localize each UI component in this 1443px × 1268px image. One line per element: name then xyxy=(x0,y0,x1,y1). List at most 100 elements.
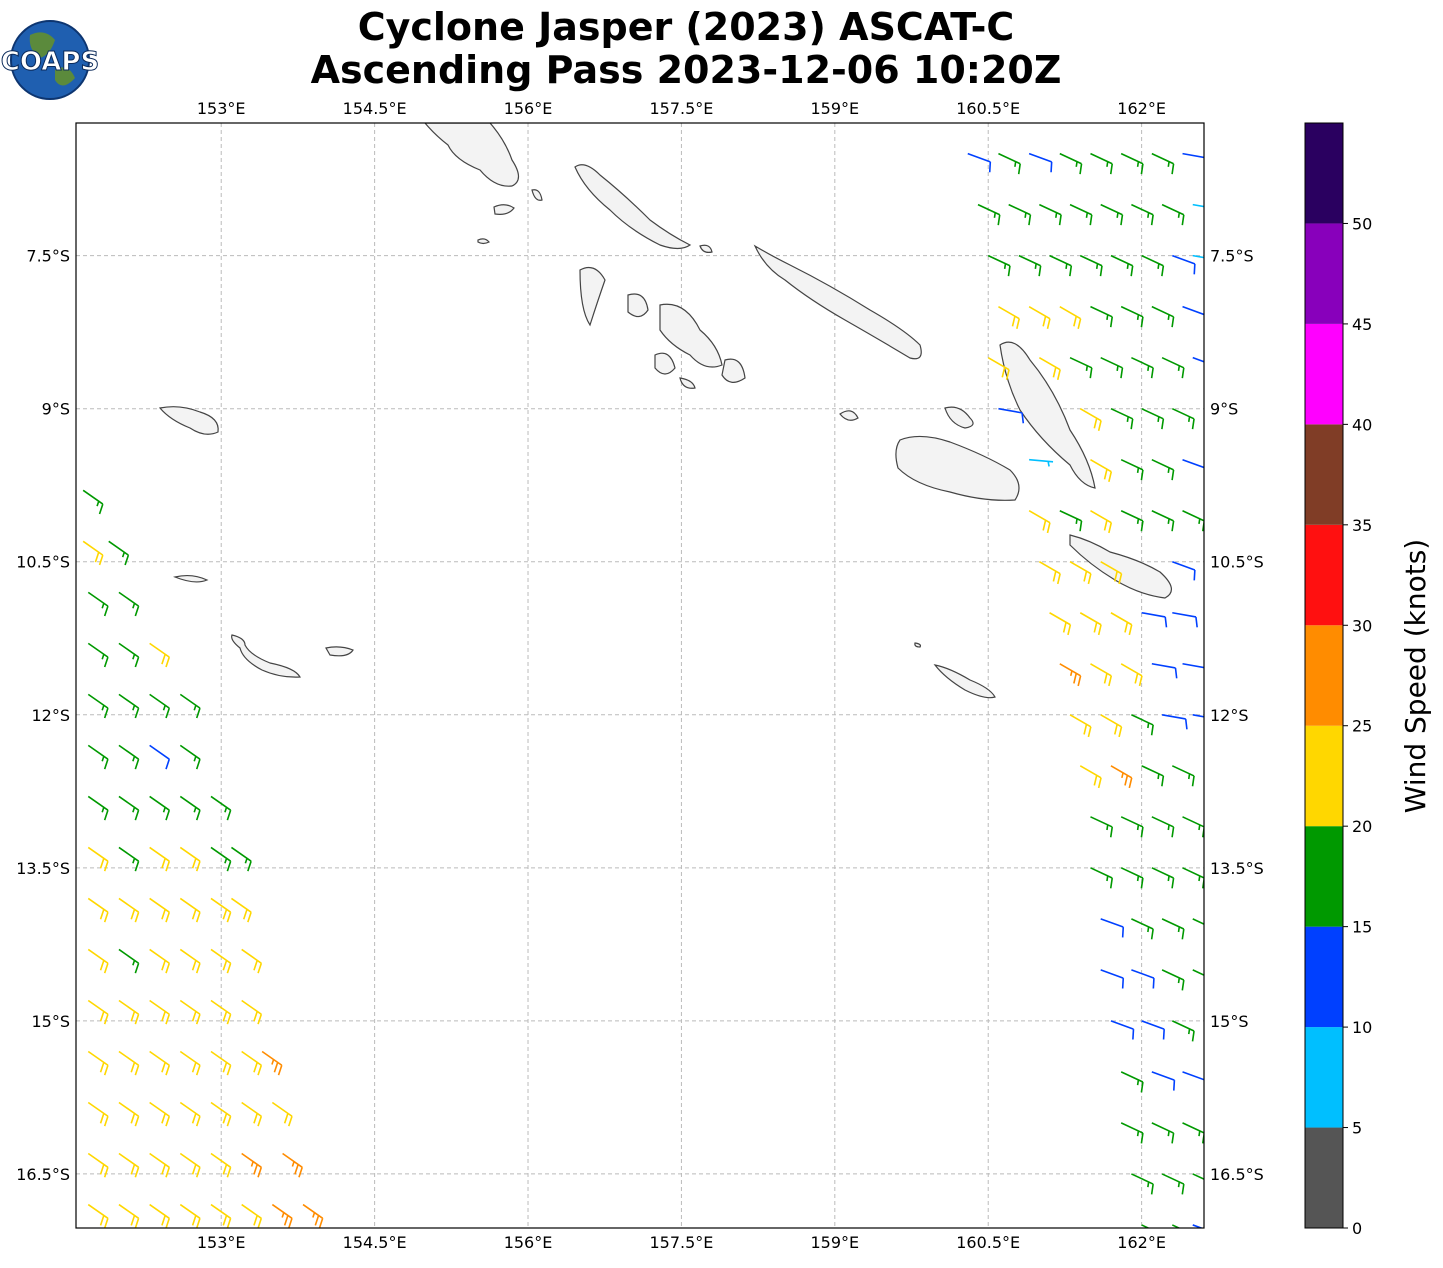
wind-barb xyxy=(1161,203,1185,226)
wind-barb xyxy=(1038,561,1061,585)
wind-barb xyxy=(1100,356,1124,379)
wind-barb xyxy=(149,897,171,923)
wind-barb xyxy=(179,693,201,719)
wind-barb xyxy=(1090,663,1113,687)
wind-barb xyxy=(1079,407,1102,432)
wind-barb xyxy=(1110,1020,1135,1040)
wind-barb xyxy=(241,999,263,1025)
wind-barb xyxy=(149,1101,171,1127)
wind-barb xyxy=(82,489,104,515)
colorbar-bin xyxy=(1305,323,1343,425)
colorbar-bin xyxy=(1305,1127,1343,1228)
colorbar: 0 5 10 15 20 25 30 35 40 45 50 xyxy=(1304,122,1372,1238)
lon-label: 159°E xyxy=(810,99,859,118)
lon-label: 156°E xyxy=(504,1233,553,1252)
wind-barb xyxy=(1182,867,1204,889)
wind-barb xyxy=(1069,356,1093,379)
wind-barb xyxy=(149,948,171,974)
colorbar-tick-label: 0 xyxy=(1352,1219,1362,1238)
wind-barb xyxy=(1120,867,1144,889)
wind-barb xyxy=(1182,458,1204,479)
wind-barb xyxy=(87,1050,109,1076)
wind-barb xyxy=(118,948,140,974)
wind-barb xyxy=(179,1050,201,1076)
wind-barb xyxy=(118,897,140,923)
wind-barb xyxy=(1161,713,1188,730)
wind-barb xyxy=(1100,918,1125,938)
coastlines xyxy=(158,123,1172,699)
colorbar-bin xyxy=(1305,1027,1343,1128)
wind-barb xyxy=(87,693,109,719)
wind-barb xyxy=(149,1152,171,1178)
colorbar-tick-label: 5 xyxy=(1352,1119,1362,1138)
wind-barb xyxy=(1028,510,1051,534)
wind-barb xyxy=(1059,509,1083,532)
wind-barb xyxy=(118,642,140,668)
wind-barb xyxy=(118,693,140,719)
colorbar-tick-label: 20 xyxy=(1352,817,1372,836)
colorbar-tick-label: 50 xyxy=(1352,214,1372,233)
wind-barb xyxy=(1131,356,1154,379)
wind-barb xyxy=(210,1050,232,1076)
wind-barb xyxy=(1182,1071,1204,1091)
wind-barb xyxy=(998,152,1021,175)
colorbar-bin xyxy=(1305,926,1343,1028)
wind-barb xyxy=(149,999,171,1025)
wind-barb xyxy=(1161,969,1185,991)
wind-barb xyxy=(1069,561,1092,585)
lat-label: 15°S xyxy=(31,1012,70,1031)
wind-barb xyxy=(210,897,232,923)
wind-barb xyxy=(1141,611,1168,628)
wind-barb xyxy=(1008,203,1032,226)
wind-barb xyxy=(1182,816,1204,838)
logo: COAPS xyxy=(0,20,100,100)
wind-barb xyxy=(1192,254,1204,259)
wind-barb xyxy=(118,846,140,872)
wind-barb xyxy=(1120,458,1144,481)
lat-label: 12°S xyxy=(31,706,70,725)
wind-barb xyxy=(179,744,201,770)
wind-barb xyxy=(1110,765,1133,789)
wind-barb xyxy=(210,1203,232,1228)
wind-barb xyxy=(118,1101,140,1127)
wind-barb xyxy=(977,203,1001,226)
wind-barb xyxy=(241,1203,263,1228)
wind-barb xyxy=(1151,1071,1176,1091)
lat-label: 10.5°S xyxy=(16,553,70,572)
wind-barb xyxy=(1141,407,1165,430)
wind-barb xyxy=(230,846,252,872)
lat-label: 9°S xyxy=(42,400,70,419)
wind-barb xyxy=(1151,662,1178,679)
wind-barb xyxy=(87,948,109,974)
colorbar-bin xyxy=(1305,424,1343,525)
wind-barb xyxy=(302,1203,324,1228)
lat-label: 16.5°S xyxy=(1210,1165,1264,1184)
wind-barb xyxy=(1171,407,1195,430)
colorbar-bin xyxy=(1305,725,1343,827)
wind-barb xyxy=(118,744,140,770)
wind-barb xyxy=(1151,458,1175,481)
wind-barb xyxy=(1120,1122,1144,1144)
wind-barb xyxy=(149,693,171,719)
wind-barb xyxy=(1192,713,1204,718)
wind-barb xyxy=(1172,560,1196,581)
wind-barb xyxy=(1049,612,1072,636)
wind-barb xyxy=(1079,612,1102,636)
wind-barb xyxy=(1079,765,1102,789)
logo-text: COAPS xyxy=(1,47,99,77)
wind-barb xyxy=(1100,561,1123,585)
wind-barb xyxy=(87,1152,109,1178)
wind-barb xyxy=(1059,663,1082,687)
wind-barb xyxy=(1028,152,1053,173)
wind-barb xyxy=(1141,1020,1165,1040)
wind-barb xyxy=(241,1050,263,1076)
wind-barb xyxy=(1120,509,1144,532)
wind-barb xyxy=(1090,459,1113,483)
wind-barb xyxy=(149,642,171,668)
wind-barb xyxy=(1100,203,1124,226)
wind-barb xyxy=(179,1101,201,1127)
colorbar-label: Wind Speed (knots) xyxy=(1399,539,1432,813)
gridlines xyxy=(76,123,1204,1228)
wind-barb xyxy=(1131,918,1154,940)
